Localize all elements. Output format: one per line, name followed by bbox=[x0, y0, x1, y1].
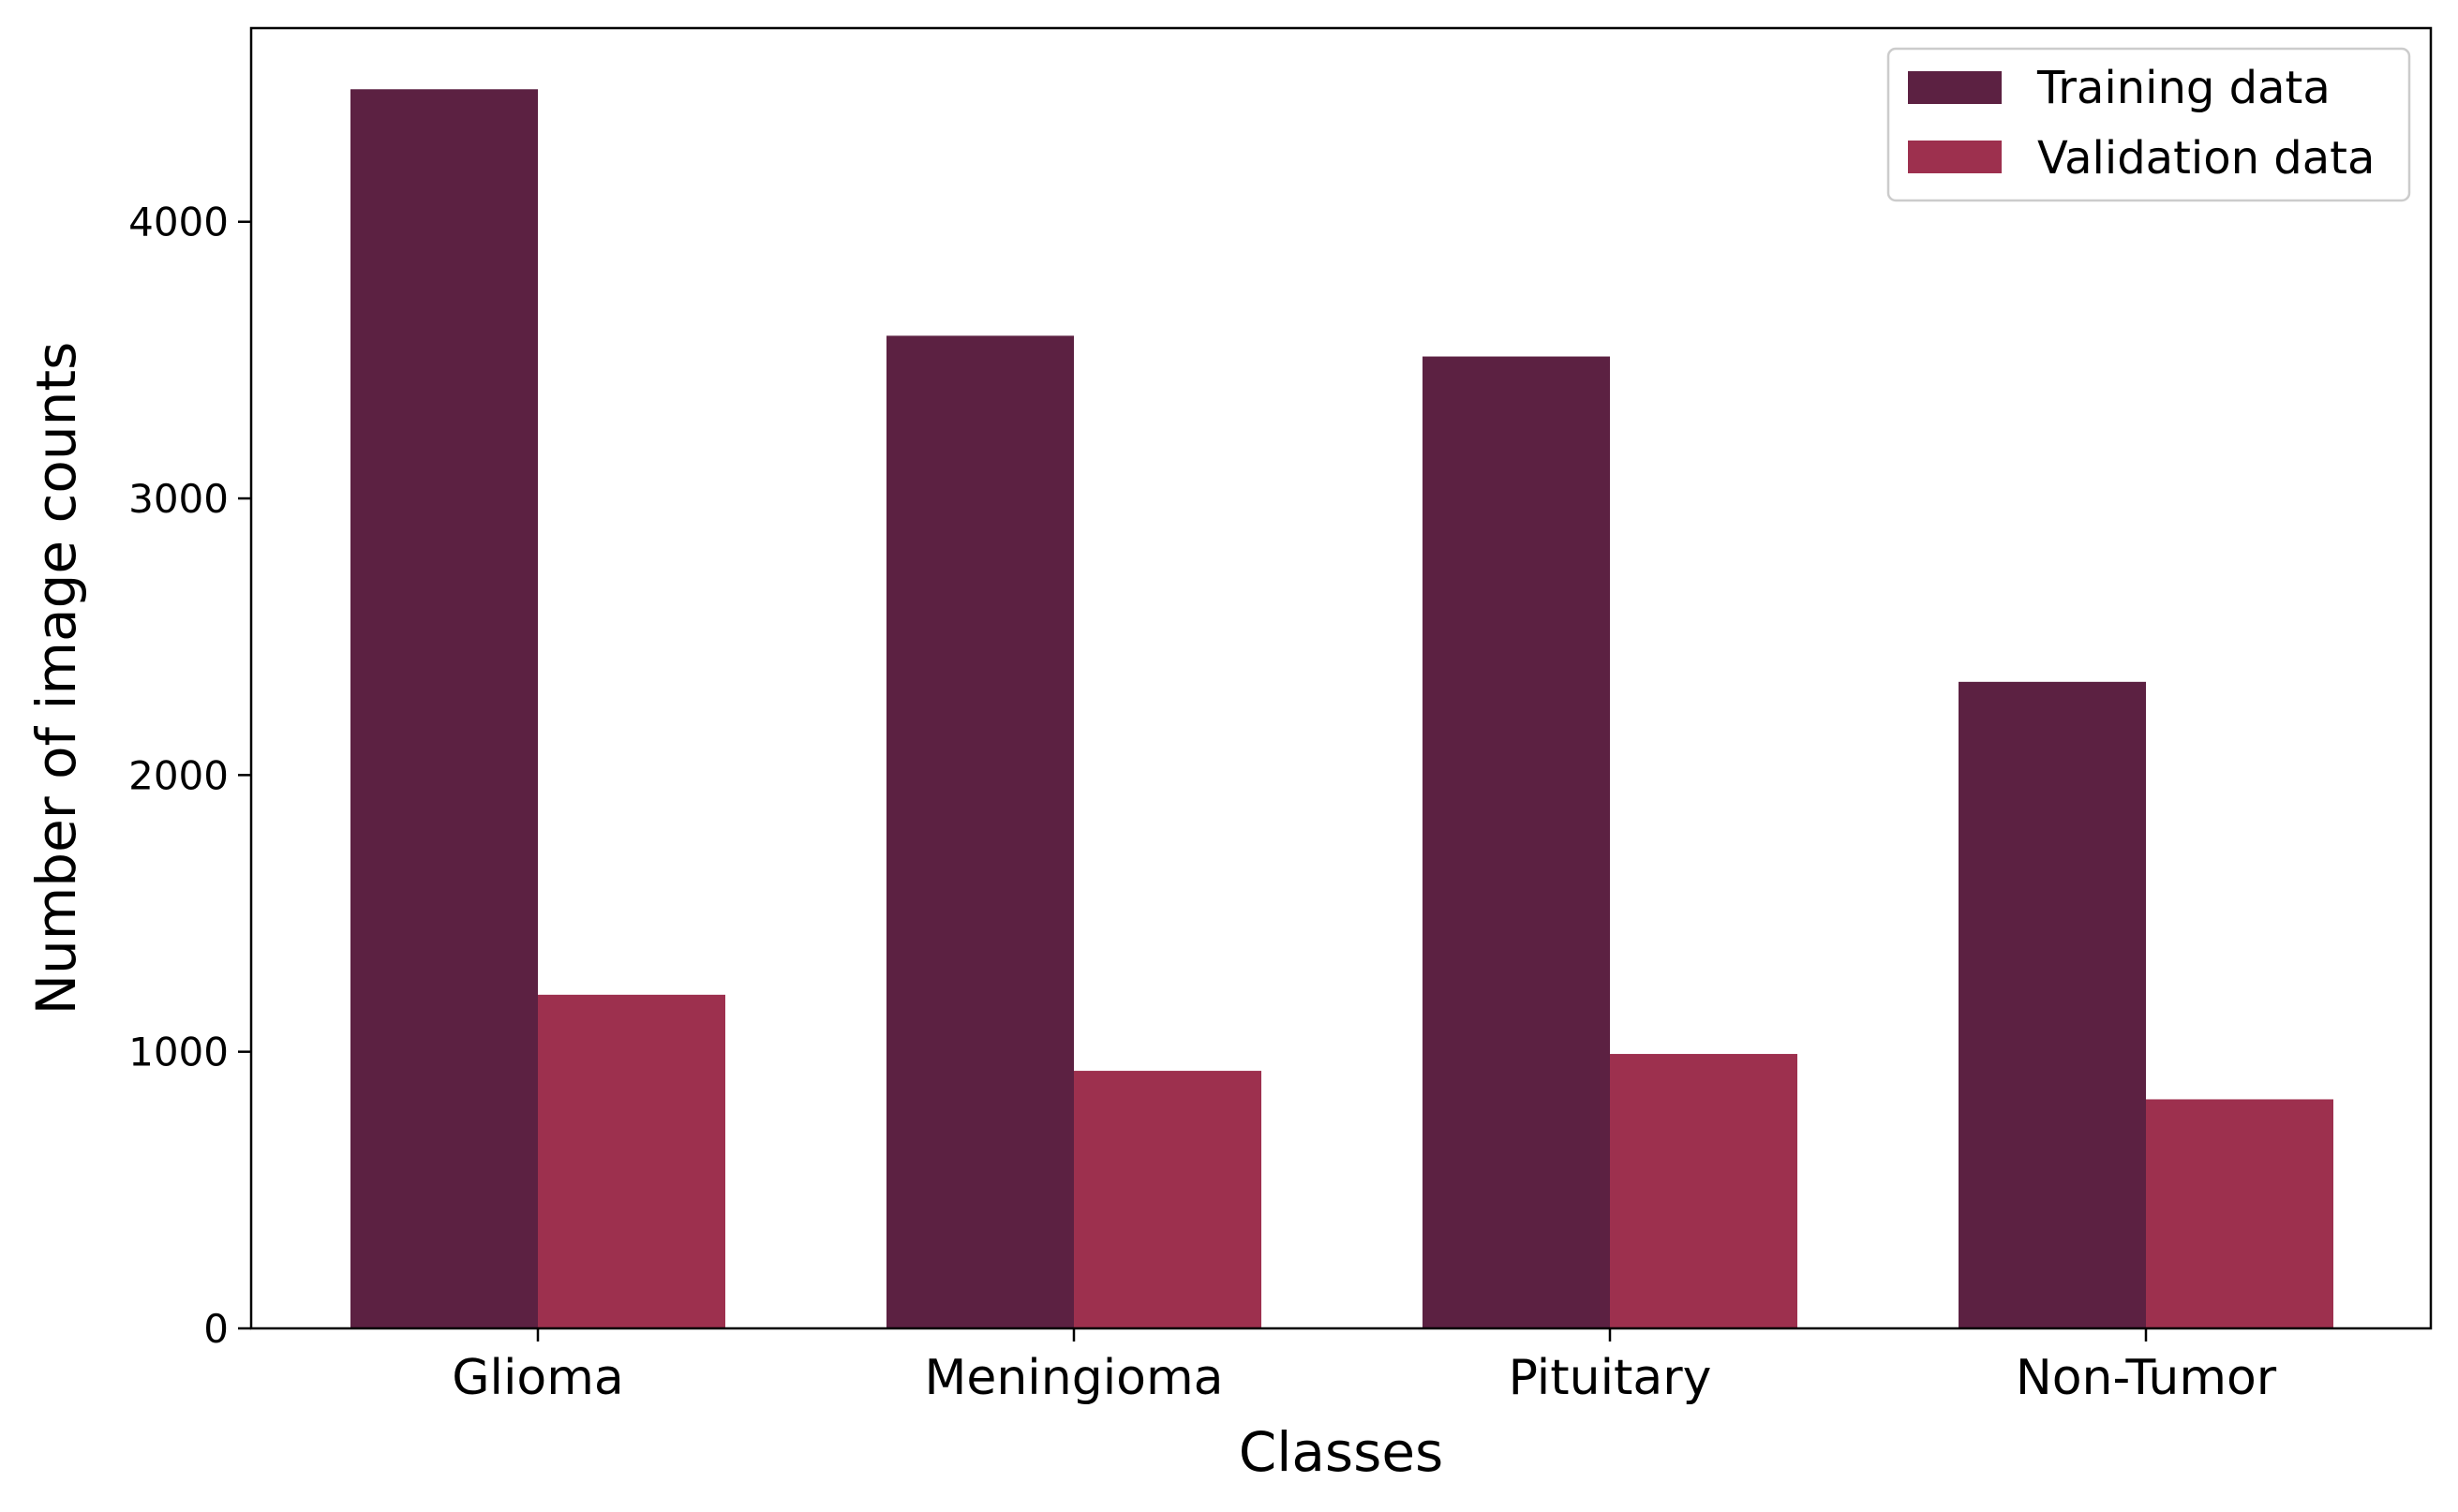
legend-label-validation: Validation data bbox=[2037, 132, 2375, 185]
y-tick-label: 4000 bbox=[128, 200, 229, 245]
legend-swatch-training bbox=[1908, 71, 2002, 104]
x-axis: Glioma Meningioma Pituitary Non-Tumor bbox=[452, 1328, 2277, 1406]
y-tick-label: 1000 bbox=[128, 1030, 229, 1075]
x-axis-label: Classes bbox=[1239, 1420, 1444, 1484]
bars-layer bbox=[350, 89, 2333, 1329]
plot-area-frame bbox=[249, 26, 2433, 1330]
x-tick-label: Non-Tumor bbox=[2016, 1350, 2277, 1406]
y-tick-label: 3000 bbox=[128, 476, 229, 522]
y-axis-label: Number of image counts bbox=[24, 342, 88, 1015]
bar-validation-data-non-tumor bbox=[2146, 1099, 2333, 1328]
y-axis: 0 1000 2000 3000 4000 bbox=[128, 200, 251, 1352]
x-tick-label: Meningioma bbox=[924, 1350, 1223, 1406]
bar-validation-data-meningioma bbox=[1074, 1071, 1261, 1328]
x-tick-label: Pituitary bbox=[1509, 1350, 1712, 1406]
bar-training-data-non-tumor bbox=[1959, 681, 2146, 1328]
legend-label-training: Training data bbox=[2036, 62, 2331, 114]
legend: Training data Validation data bbox=[1886, 47, 2411, 202]
y-tick-label: 2000 bbox=[128, 752, 229, 798]
bar-validation-data-pituitary bbox=[1610, 1054, 1797, 1328]
bar-training-data-meningioma bbox=[886, 335, 1074, 1328]
x-tick-label: Glioma bbox=[452, 1350, 624, 1406]
bar-validation-data-glioma bbox=[538, 994, 725, 1328]
legend-swatch-validation bbox=[1908, 141, 2002, 173]
bar-training-data-pituitary bbox=[1423, 356, 1610, 1328]
legend-frame bbox=[1886, 47, 2411, 202]
y-tick-label: 0 bbox=[203, 1306, 229, 1352]
bar-training-data-glioma bbox=[350, 89, 538, 1329]
